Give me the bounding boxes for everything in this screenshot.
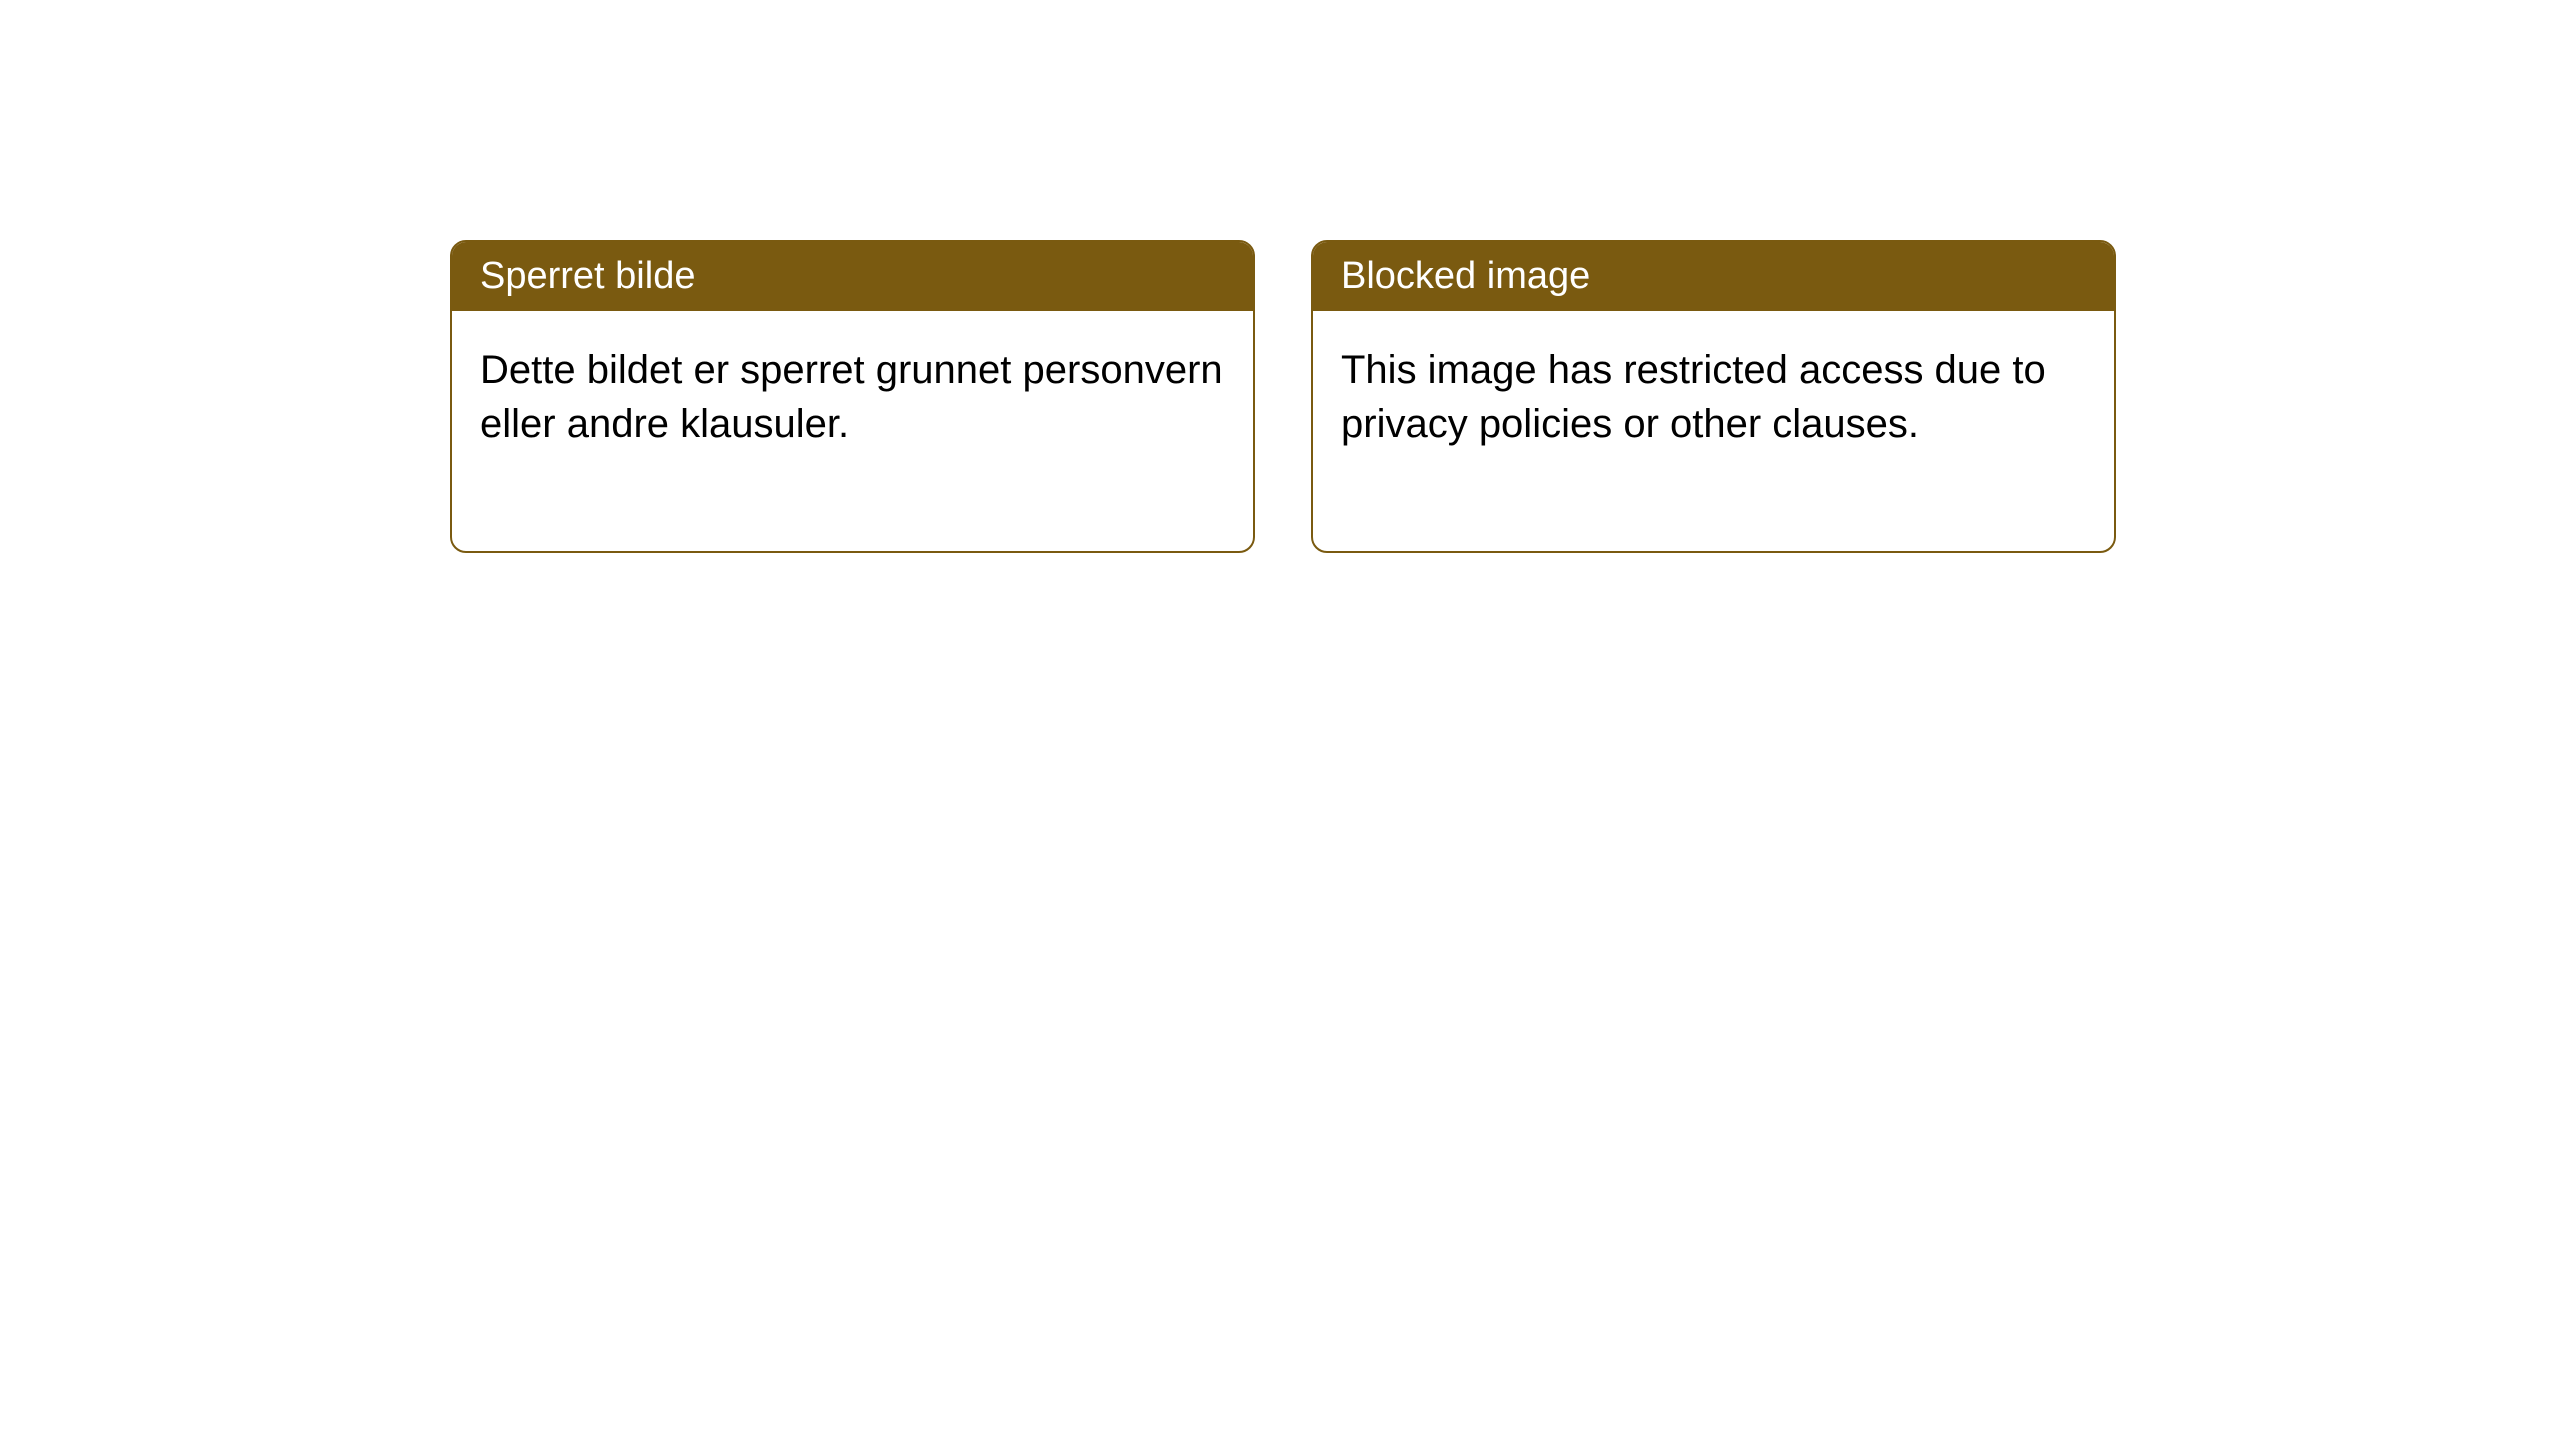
notice-container: Sperret bilde Dette bildet er sperret gr…	[0, 0, 2560, 553]
blocked-image-card-norwegian: Sperret bilde Dette bildet er sperret gr…	[450, 240, 1255, 553]
card-body-norwegian: Dette bildet er sperret grunnet personve…	[452, 311, 1253, 551]
blocked-image-card-english: Blocked image This image has restricted …	[1311, 240, 2116, 553]
card-header-english: Blocked image	[1313, 242, 2114, 311]
card-body-english: This image has restricted access due to …	[1313, 311, 2114, 551]
card-header-norwegian: Sperret bilde	[452, 242, 1253, 311]
